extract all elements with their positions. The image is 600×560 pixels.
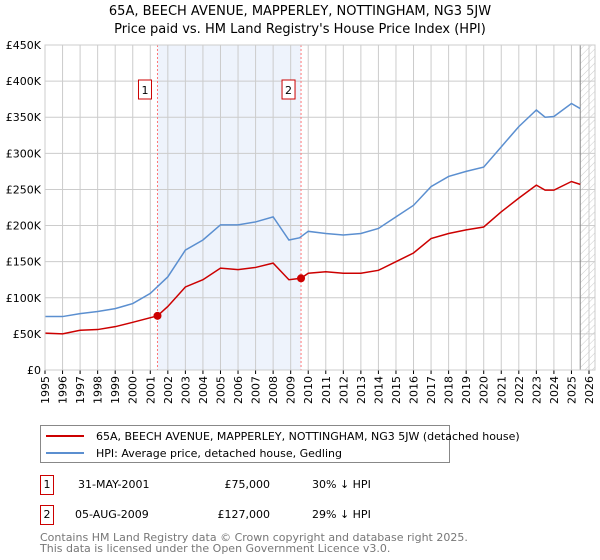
transaction-date: 05-AUG-2009 bbox=[75, 508, 149, 521]
x-tick-label: 2015 bbox=[390, 376, 403, 404]
forecast-hatch bbox=[580, 45, 595, 370]
x-tick-label: 2006 bbox=[232, 376, 245, 404]
chart-subtitle: Price paid vs. HM Land Registry's House … bbox=[114, 22, 486, 37]
legend-swatch-blue bbox=[46, 452, 84, 454]
y-tick-label: £350K bbox=[6, 111, 42, 124]
transaction-marker: 2 bbox=[40, 505, 54, 525]
sale-label: 1 bbox=[141, 84, 148, 97]
footer-line: Contains HM Land Registry data © Crown c… bbox=[40, 531, 468, 544]
transaction-price: £127,000 bbox=[217, 508, 271, 521]
x-tick-label: 2011 bbox=[320, 376, 333, 404]
legend-item-hpi: HPI: Average price, detached house, Gedl… bbox=[41, 445, 342, 461]
x-tick-label: 2020 bbox=[478, 376, 491, 404]
y-tick-label: £450K bbox=[6, 39, 42, 52]
x-tick-label: 1998 bbox=[92, 376, 105, 404]
x-tick-label: 1996 bbox=[57, 376, 70, 404]
y-tick-label: £250K bbox=[6, 183, 42, 196]
highlight-region bbox=[157, 45, 302, 370]
chart-title: 65A, BEECH AVENUE, MAPPERLEY, NOTTINGHAM… bbox=[108, 4, 492, 19]
transaction-hpi: 30% ↓ HPI bbox=[312, 478, 371, 491]
series-line bbox=[45, 102, 581, 318]
x-tick-label: 2019 bbox=[460, 376, 473, 404]
x-tick-label: 2018 bbox=[443, 376, 456, 404]
transaction-hpi: 29% ↓ HPI bbox=[312, 508, 371, 521]
x-tick-label: 2009 bbox=[285, 376, 298, 404]
y-tick-label: £100K bbox=[6, 292, 42, 305]
x-tick-label: 1995 bbox=[39, 376, 52, 404]
x-tick-label: 2014 bbox=[372, 376, 385, 404]
x-tick-label: 2022 bbox=[513, 376, 526, 404]
x-tick-label: 1997 bbox=[74, 376, 87, 404]
x-tick-label: 2021 bbox=[495, 376, 508, 404]
legend-label: 65A, BEECH AVENUE, MAPPERLEY, NOTTINGHAM… bbox=[96, 429, 520, 443]
transaction-row: 1 31-MAY-2001 £75,000 30% ↓ HPI bbox=[40, 475, 440, 495]
x-tick-label: 2024 bbox=[548, 376, 561, 404]
x-tick-label: 2008 bbox=[267, 376, 280, 404]
x-tick-label: 2012 bbox=[337, 376, 350, 404]
series-line bbox=[44, 180, 581, 335]
transaction-date: 31-MAY-2001 bbox=[78, 478, 150, 491]
footer-line: This data is licensed under the Open Gov… bbox=[40, 542, 391, 555]
legend-label: HPI: Average price, detached house, Gedl… bbox=[96, 446, 342, 460]
x-tick-label: 2023 bbox=[530, 376, 543, 404]
y-tick-label: £50K bbox=[13, 328, 42, 341]
x-tick-label: 2017 bbox=[425, 376, 438, 404]
x-tick-label: 2010 bbox=[302, 376, 315, 404]
x-tick-label: 2004 bbox=[197, 376, 210, 404]
transaction-row: 2 05-AUG-2009 £127,000 29% ↓ HPI bbox=[40, 505, 440, 525]
x-tick-label: 2026 bbox=[583, 376, 596, 404]
footer: Contains HM Land Registry data © Crown c… bbox=[40, 532, 468, 554]
legend-swatch-red bbox=[46, 435, 84, 437]
x-tick-label: 2001 bbox=[144, 376, 157, 404]
x-tick-label: 2013 bbox=[355, 376, 368, 404]
sale-label-box bbox=[137, 79, 152, 100]
x-tick-label: 1999 bbox=[109, 376, 122, 404]
x-tick-label: 2000 bbox=[127, 376, 140, 404]
sale-label-box bbox=[281, 79, 296, 100]
x-tick-label: 2002 bbox=[162, 376, 175, 404]
x-tick-label: 2005 bbox=[214, 376, 227, 404]
sale-label: 2 bbox=[285, 84, 292, 97]
plot-frame bbox=[44, 44, 596, 371]
sale-point bbox=[153, 311, 162, 320]
legend: 65A, BEECH AVENUE, MAPPERLEY, NOTTINGHAM… bbox=[40, 425, 520, 463]
legend-item-property: 65A, BEECH AVENUE, MAPPERLEY, NOTTINGHAM… bbox=[41, 428, 520, 444]
y-tick-label: £300K bbox=[6, 147, 42, 160]
transaction-price: £75,000 bbox=[224, 478, 271, 491]
line-chart: 1995 1996 1997 1998 1999 2000 2001 2002 2003 2004… bbox=[6, 39, 596, 404]
y-tick-label: £0 bbox=[27, 364, 41, 377]
y-tick-label: £200K bbox=[6, 220, 42, 233]
y-tick-label: £400K bbox=[6, 75, 42, 88]
x-tick-label: 2007 bbox=[250, 376, 263, 404]
x-tick-label: 2016 bbox=[408, 376, 421, 404]
x-tick-label: 2025 bbox=[565, 376, 578, 404]
y-tick-label: £150K bbox=[6, 256, 42, 269]
x-tick-label: 2003 bbox=[179, 376, 192, 404]
transaction-marker: 1 bbox=[40, 475, 54, 495]
sale-point bbox=[297, 274, 306, 283]
